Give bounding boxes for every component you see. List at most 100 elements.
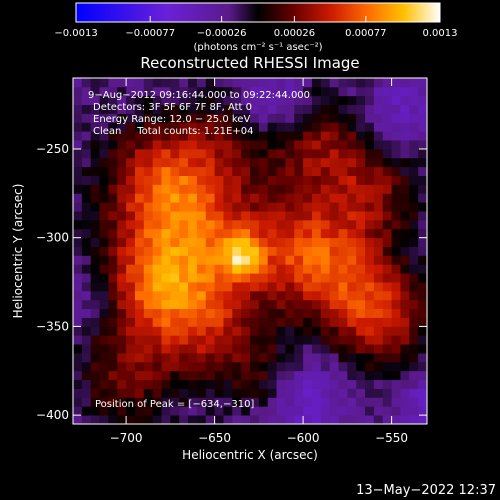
heatmap-cell: [250, 335, 260, 345]
heatmap-cell: [267, 282, 277, 292]
heatmap-cell: [294, 104, 304, 114]
heatmap-cell: [73, 219, 83, 230]
heatmap-cell: [232, 406, 242, 416]
heatmap-cell: [90, 353, 100, 363]
heatmap-cell: [382, 388, 392, 398]
heatmap-cell: [179, 344, 189, 354]
heatmap-cell: [108, 415, 118, 425]
heatmap-cell: [347, 148, 357, 159]
heatmap-cell: [347, 166, 357, 176]
heatmap-cell: [320, 175, 331, 185]
heatmap-cell: [241, 228, 251, 239]
heatmap-cell: [320, 282, 331, 292]
heatmap-cell: [418, 193, 428, 203]
heatmap-cell: [81, 290, 92, 301]
heatmap-cell: [81, 175, 92, 185]
heatmap-cell: [161, 86, 171, 97]
heatmap-cell: [99, 282, 109, 292]
heatmap-cell: [303, 78, 313, 88]
heatmap-cell: [126, 148, 136, 159]
heatmap-cell: [205, 113, 215, 123]
heatmap-cell: [143, 140, 154, 150]
heatmap-cell: [126, 104, 136, 114]
heatmap-cell: [223, 397, 233, 407]
heatmap-cell: [409, 299, 419, 310]
heatmap-cell: [170, 379, 180, 389]
heatmap-cell: [196, 184, 207, 194]
heatmap-cell: [73, 344, 83, 354]
heatmap-cell: [188, 264, 198, 274]
heatmap-cell: [356, 370, 366, 381]
heatmap-cell: [267, 104, 277, 114]
heatmap-cell: [81, 246, 92, 256]
heatmap-cell: [143, 193, 154, 203]
heatmap-cell: [409, 397, 419, 407]
heatmap-cell: [391, 290, 401, 301]
heatmap-cell: [232, 166, 242, 176]
heatmap-cell: [73, 282, 83, 292]
heatmap-cell: [152, 361, 162, 372]
heatmap-cell: [303, 397, 313, 407]
heatmap-cell: [373, 95, 384, 106]
heatmap-cell: [373, 379, 384, 389]
heatmap-cell: [356, 415, 366, 425]
heatmap-cell: [99, 273, 109, 283]
heatmap-cell: [99, 246, 109, 256]
heatmap-cell: [418, 78, 428, 88]
heatmap-cell: [143, 388, 154, 398]
heatmap-cell: [347, 264, 357, 274]
heatmap-cell: [258, 211, 269, 221]
heatmap-cell: [418, 282, 428, 292]
heatmap-cell: [400, 193, 410, 203]
heatmap-cell: [196, 255, 207, 265]
heatmap-cell: [179, 406, 189, 416]
heatmap-cell: [320, 370, 331, 381]
heatmap-cell: [250, 237, 260, 247]
heatmap-cell: [241, 397, 251, 407]
heatmap-cell: [188, 95, 198, 106]
heatmap-cell: [373, 361, 384, 372]
heatmap-cell: [232, 113, 242, 123]
heatmap-cell: [205, 388, 215, 398]
heatmap-cell: [81, 211, 92, 221]
heatmap-cell: [241, 379, 251, 389]
heatmap-cell: [126, 122, 136, 132]
heatmap-cell: [134, 264, 145, 274]
heatmap-cell: [320, 211, 331, 221]
heatmap-cell: [365, 353, 375, 363]
heatmap-cell: [418, 131, 428, 141]
heatmap-cell: [117, 228, 127, 239]
heatmap-cell: [365, 415, 375, 425]
heatmap-cell: [303, 122, 313, 132]
heatmap-cell: [285, 308, 295, 318]
heatmap-cell: [382, 406, 392, 416]
heatmap-cell: [241, 140, 251, 150]
heatmap-cell: [276, 86, 286, 97]
heatmap-cell: [196, 202, 207, 212]
heatmap-cell: [276, 166, 286, 176]
heatmap-cell: [356, 264, 366, 274]
heatmap-cell: [188, 353, 198, 363]
heatmap-cell: [356, 122, 366, 132]
heatmap-cell: [117, 140, 127, 150]
heatmap-cell: [205, 166, 215, 176]
heatmap-cell: [267, 237, 277, 247]
heatmap-cell: [250, 131, 260, 141]
heatmap-cell: [143, 148, 154, 159]
heatmap-cell: [418, 299, 428, 310]
heatmap-cell: [196, 157, 207, 168]
heatmap-cell: [161, 335, 171, 345]
heatmap-cell: [90, 237, 100, 247]
heatmap-cell: [214, 157, 224, 168]
heatmap-cell: [205, 184, 215, 194]
heatmap-cell: [152, 157, 162, 168]
heatmap-cell: [205, 140, 215, 150]
heatmap-cell: [258, 282, 269, 292]
heatmap-cell: [108, 237, 118, 247]
heatmap-cell: [250, 202, 260, 212]
heatmap-cell: [241, 326, 251, 336]
heatmap-cell: [409, 335, 419, 345]
heatmap-cell: [161, 308, 171, 318]
heatmap-cell: [329, 193, 339, 203]
heatmap-cell: [134, 282, 145, 292]
